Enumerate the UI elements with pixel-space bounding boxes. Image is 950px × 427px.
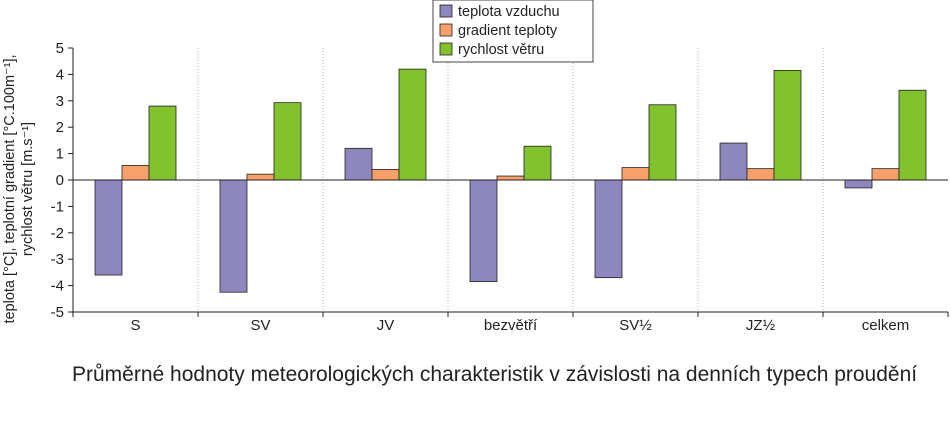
bar-3-5 <box>648 104 677 181</box>
y-tick-label: -4 <box>51 278 64 295</box>
y-tick-label: -1 <box>51 198 64 215</box>
bar-2-5 <box>621 167 650 181</box>
legend-box <box>432 0 594 63</box>
y-axis-label-line-1: teplota [°C], teplotní gradient [°C.100m… <box>2 54 18 323</box>
y-tick-labels: 5 4 3 2 1 0 -1 -2 -3 -4 -5 <box>51 40 64 321</box>
legend-label: rychlost větru <box>458 42 544 58</box>
x-tick-label: celkem <box>862 317 910 334</box>
y-tick-label: -3 <box>51 251 64 268</box>
y-axis-label-line-2: rychlost větru [m.s⁻¹] <box>20 122 36 256</box>
y-tick-label: 5 <box>56 40 64 57</box>
x-tick-label: S <box>130 317 140 334</box>
bar-3-7 <box>898 89 927 181</box>
legend-swatch <box>439 42 453 56</box>
bar-3-2 <box>273 102 302 181</box>
y-tick-label: 0 <box>56 172 64 189</box>
y-tick-label: 2 <box>56 119 64 136</box>
chart-title: Průměrné hodnoty meteorologických charak… <box>72 363 918 386</box>
x-tick-labels: S SV JV bezvětří SV½ JZ½ celkem <box>130 317 909 334</box>
bar-1-6 <box>719 142 748 181</box>
legend-swatch <box>439 4 453 18</box>
y-tick-label: 1 <box>56 146 64 163</box>
y-tick-label: 4 <box>56 66 64 83</box>
legend: teplota vzduchu gradient teploty rychlost … <box>432 0 594 63</box>
bar-2-4 <box>496 175 525 181</box>
bars <box>94 68 927 293</box>
y-tick-label: -2 <box>51 225 64 242</box>
legend-label: teplota vzduchu <box>458 4 560 20</box>
bar-2-6 <box>746 168 775 181</box>
bar-3-3 <box>398 68 427 181</box>
legend-label: gradient teploty <box>458 23 558 39</box>
bar-2-7 <box>871 168 900 181</box>
bar-1-2 <box>219 179 248 293</box>
axes <box>68 47 949 317</box>
bar-2-2 <box>246 173 275 181</box>
y-axis-label: teplota [°C], teplotní gradient [°C.100m… <box>2 54 36 323</box>
bar-1-3 <box>344 147 373 181</box>
y-tick-label: 3 <box>56 93 64 110</box>
bar-1-1 <box>94 179 123 276</box>
bar-1-4 <box>469 179 498 283</box>
x-tick-label: JZ½ <box>746 317 776 334</box>
x-tick-label: SV½ <box>619 317 652 334</box>
bar-3-4 <box>523 145 552 181</box>
bar-2-3 <box>371 169 400 181</box>
bar-3-1 <box>148 105 177 181</box>
legend-swatch <box>439 23 453 37</box>
bar-3-6 <box>773 70 802 181</box>
y-tick-label: -5 <box>51 304 64 321</box>
bar-1-5 <box>594 179 623 279</box>
bar-1-7 <box>844 179 873 189</box>
bar-2-1 <box>121 165 150 181</box>
x-tick-label: JV <box>377 317 395 334</box>
x-tick-label: bezvětří <box>484 317 538 334</box>
x-tick-label: SV <box>250 317 270 334</box>
